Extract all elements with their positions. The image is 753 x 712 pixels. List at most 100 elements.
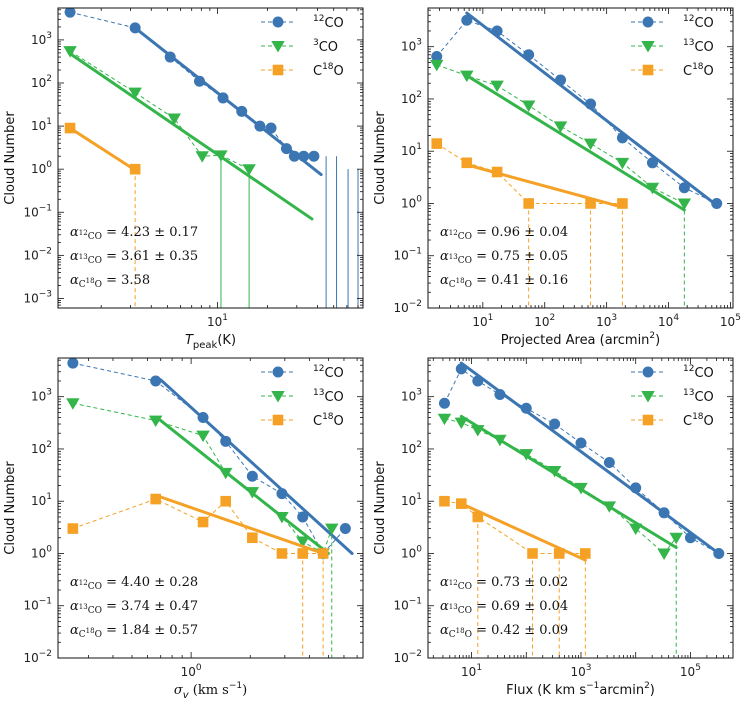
y-tick-label: 100 xyxy=(401,194,422,210)
series-c12-point xyxy=(236,105,248,117)
series-c12-point xyxy=(297,511,309,523)
series-c13-point xyxy=(148,415,163,428)
legend-marker xyxy=(272,64,284,76)
y-tick-label: 101 xyxy=(401,492,422,508)
y-tick-label: 100 xyxy=(31,160,52,176)
legend-marker xyxy=(642,16,654,28)
x-tick-label: 105 xyxy=(720,313,741,329)
series-c13-point xyxy=(245,487,260,499)
legend: 12CO 13CO C18O xyxy=(631,14,714,79)
series-c12-point xyxy=(585,98,597,110)
alpha-annotation: αC18O = 3.58 xyxy=(70,273,150,290)
series-c13-point xyxy=(128,87,142,100)
series-c12-point xyxy=(129,22,141,34)
y-tick-label: 10−3 xyxy=(23,289,52,305)
series-c12-point xyxy=(276,488,288,500)
alpha-annotation: α13CO = 0.75 ± 0.05 xyxy=(440,249,568,266)
legend-marker xyxy=(641,391,655,403)
series-c12 xyxy=(438,361,725,559)
y-tick-label: 10−1 xyxy=(23,203,52,219)
series-c18-point xyxy=(523,198,534,209)
y-tick-label: 103 xyxy=(401,388,422,404)
series-c13-fit-line xyxy=(159,419,330,555)
series-c12-point xyxy=(67,358,79,369)
x-axis-label: Flux (K km s−1arcmin2) xyxy=(506,681,655,698)
series-c13-point xyxy=(493,434,507,447)
series-c18-fit-line xyxy=(154,493,325,555)
series-c13-point xyxy=(583,138,598,151)
plot-frame xyxy=(57,7,364,309)
x-tick-label: 101 xyxy=(461,663,482,679)
series-c18-point xyxy=(617,198,628,209)
series-c12-point xyxy=(461,14,473,26)
series-c13-point xyxy=(195,151,209,163)
legend-entry-c13: 13CO xyxy=(683,38,714,55)
series-c18-point xyxy=(472,511,484,523)
legend-entry-c18: C18O xyxy=(683,412,714,429)
legend-marker xyxy=(642,366,654,378)
series-c12-fit-line xyxy=(159,378,354,555)
series-c13-fit-line xyxy=(68,52,314,221)
series-c18-point xyxy=(439,495,450,507)
legend-entry-c13: 13CO xyxy=(313,388,344,405)
x-tick-label: 102 xyxy=(534,313,555,329)
series-c12-line xyxy=(69,11,314,157)
plot-frame xyxy=(427,7,734,309)
y-tick-label: 10−1 xyxy=(23,597,52,613)
y-axis-label: Cloud Number xyxy=(373,111,388,205)
legend: 12CO 13CO C18O xyxy=(261,364,344,429)
y-tick-label: 103 xyxy=(31,31,52,47)
y-tick-label: 10−2 xyxy=(393,649,422,665)
series-c13-point xyxy=(218,467,233,480)
x-tick-label: 103 xyxy=(596,313,617,329)
series-c13 xyxy=(430,59,692,308)
series-c12-line xyxy=(436,19,717,204)
y-tick-label: 10−2 xyxy=(23,649,52,665)
x-axis-label: σv (km s−1) xyxy=(174,681,247,701)
series-c12-point xyxy=(246,470,258,482)
series-c13-point xyxy=(602,501,617,513)
legend-entry-c18: C18O xyxy=(313,62,344,79)
series-c12-line xyxy=(444,368,720,554)
series-c13-point xyxy=(519,449,533,461)
series-c18 xyxy=(431,138,628,308)
series-c13-point xyxy=(296,536,310,548)
legend-marker xyxy=(272,366,284,378)
x-tick-label: 100 xyxy=(181,663,202,679)
legend-marker xyxy=(272,414,284,426)
plot-area xyxy=(66,358,354,658)
series-c12-point xyxy=(713,547,725,559)
series-c12-point xyxy=(555,74,567,86)
series-c12-point xyxy=(711,197,723,209)
series-c12-point xyxy=(150,375,162,387)
y-tick-label: 100 xyxy=(401,544,422,560)
alpha-annotation: α12CO = 0.73 ± 0.02 xyxy=(440,575,568,592)
alpha-annotation: α12CO = 0.96 ± 0.04 xyxy=(440,225,568,242)
panel-4: 10−2 10−1 100 101 102 103 101 103 105 Cloud Numbe… xyxy=(373,357,734,698)
series-c18-point xyxy=(297,548,309,559)
y-tick-label: 10−2 xyxy=(23,246,52,262)
series-c18-fit-line xyxy=(68,126,137,172)
series-c12-point xyxy=(339,523,351,535)
y-tick-label: 101 xyxy=(401,142,422,158)
legend-marker xyxy=(271,391,285,403)
y-axis-label: Cloud Number xyxy=(3,111,18,205)
plot-area xyxy=(437,361,725,658)
x-tick-label: 104 xyxy=(658,313,679,329)
y-tick-label: 102 xyxy=(31,440,52,456)
series-c13-point xyxy=(628,523,643,536)
panel-1: 10−3 10−2 10−1 100 101 102 103 101 Cloud Number T… xyxy=(3,7,364,351)
series-c18 xyxy=(439,495,591,658)
series-c13-point xyxy=(615,157,630,170)
x-tick-label: 105 xyxy=(680,663,701,679)
series-c12-point xyxy=(265,122,277,134)
series-c18-point xyxy=(67,523,79,534)
series-c12-point xyxy=(575,437,587,449)
series-c12-point xyxy=(308,150,320,162)
series-c18-point xyxy=(553,548,565,559)
y-tick-label: 10−1 xyxy=(393,597,422,613)
series-c12-point xyxy=(472,375,484,387)
y-tick-label: 101 xyxy=(31,492,52,508)
series-c13-line xyxy=(444,418,677,555)
